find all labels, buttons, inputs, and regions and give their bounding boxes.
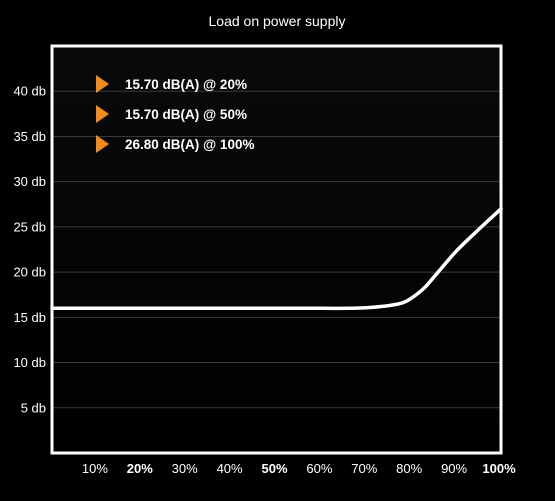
x-tick-label: 40% [217, 461, 243, 476]
y-tick-label: 15 db [13, 310, 46, 325]
annotation-label: 26.80 dB(A) @ 100% [125, 137, 254, 152]
annotation-label: 15.70 dB(A) @ 50% [125, 107, 247, 122]
x-tick-label: 20% [127, 461, 153, 476]
annotation-marker-icon [96, 135, 109, 153]
series-line [50, 207, 503, 311]
x-tick-label: 100% [482, 461, 516, 476]
annotation-marker-icon [96, 75, 109, 93]
x-tick-label: 30% [172, 461, 198, 476]
y-axis-ticks: 5 db 10 db 15 db 20 db 25 db 30 db 35 db 40 db [13, 84, 46, 416]
x-tick-label: 70% [351, 461, 377, 476]
x-axis-ticks: 10% 20% 30% 40% 50% 60% 70% 80% 90% 100% [82, 461, 516, 476]
series [50, 207, 503, 311]
y-tick-label: 10 db [13, 355, 46, 370]
annotation-marker-icon [96, 105, 109, 123]
x-tick-label: 60% [306, 461, 332, 476]
plot-background [52, 46, 501, 453]
y-tick-label: 25 db [13, 219, 46, 234]
plot-frame [50, 44, 503, 455]
chart-title: Load on power supply [209, 13, 346, 29]
x-tick-label: 90% [441, 461, 467, 476]
y-tick-label: 30 db [13, 174, 46, 189]
y-tick-label: 40 db [13, 84, 46, 99]
x-tick-label: 10% [82, 461, 108, 476]
gridlines [52, 90, 501, 409]
x-tick-label: 80% [396, 461, 422, 476]
y-tick-label: 5 db [21, 400, 46, 415]
annotation-label: 15.70 dB(A) @ 20% [125, 77, 247, 92]
y-tick-label: 20 db [13, 265, 46, 280]
annotations: 15.70 dB(A) @ 20% 15.70 dB(A) @ 50% 26.80 … [96, 75, 254, 153]
x-tick-label: 50% [261, 461, 287, 476]
y-tick-label: 35 db [13, 129, 46, 144]
